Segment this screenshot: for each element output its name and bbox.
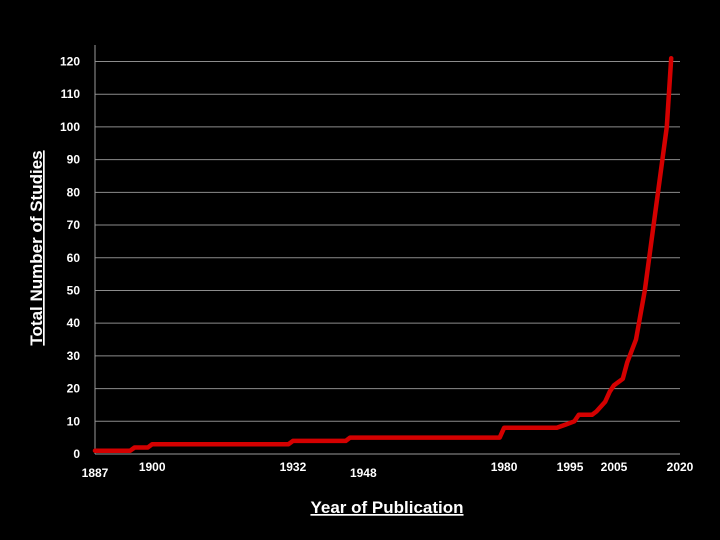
x-tick-label-1948: 1948 <box>350 466 377 480</box>
x-axis-title: Year of Publication <box>310 498 463 517</box>
y-tick-label-10: 10 <box>67 414 81 428</box>
y-tick-label-30: 30 <box>67 349 81 363</box>
x-tick-label-2020: 2020 <box>667 460 694 474</box>
x-tick-label-1980: 1980 <box>491 460 518 474</box>
y-tick-label-60: 60 <box>67 251 81 265</box>
y-tick-label-90: 90 <box>67 153 81 167</box>
y-tick-labels: 0 10 20 30 40 50 60 70 80 90 100 110 120 <box>60 55 80 462</box>
y-tick-label-50: 50 <box>67 283 81 297</box>
x-tick-label-2005: 2005 <box>601 460 628 474</box>
y-tick-label-20: 20 <box>67 382 81 396</box>
series-group <box>92 55 674 453</box>
x-tick-label-1887: 1887 <box>82 466 109 480</box>
y-tick-label-70: 70 <box>67 218 81 232</box>
axes <box>94 45 680 455</box>
series-line-0 <box>92 55 674 453</box>
y-tick-label-40: 40 <box>67 316 81 330</box>
x-tick-label-1900: 1900 <box>139 460 166 474</box>
y-tick-label-100: 100 <box>60 120 80 134</box>
x-tick-labels: 1887 1900 1932 1948 1980 1995 2005 2020 <box>82 460 694 480</box>
y-tick-label-80: 80 <box>67 185 81 199</box>
y-tick-label-110: 110 <box>61 87 81 101</box>
y-axis-title: Total Number of Studies <box>27 150 46 345</box>
x-tick-label-1995: 1995 <box>557 460 584 474</box>
x-tick-label-1932: 1932 <box>280 460 307 474</box>
y-tick-label-120: 120 <box>60 55 80 69</box>
gridlines <box>95 61 680 422</box>
y-tick-label-0: 0 <box>73 447 80 461</box>
